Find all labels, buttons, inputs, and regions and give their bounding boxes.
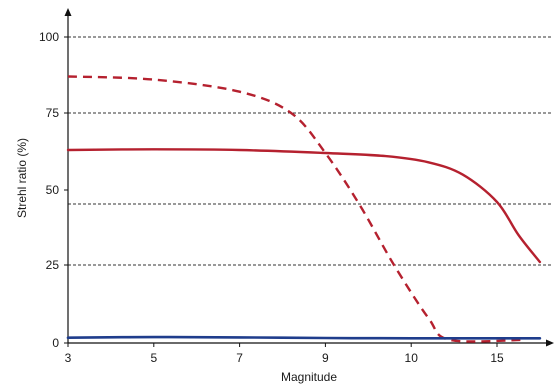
series-blue-line <box>66 335 542 340</box>
y-tick-label: 25 <box>46 258 60 272</box>
x-tick-label: 7 <box>236 351 243 365</box>
y-tick-label: 75 <box>46 106 60 120</box>
series-lines <box>66 75 542 343</box>
tick-labels: 3 5 7 9 10 15 0 25 50 75 100 <box>39 30 504 365</box>
x-tick-label: 9 <box>322 351 329 365</box>
x-tick-label: 15 <box>490 351 504 365</box>
x-axis-arrow <box>546 339 554 347</box>
y-tick-label: 0 <box>52 336 59 350</box>
axes <box>64 8 554 347</box>
x-tick-label: 3 <box>65 351 72 365</box>
y-axis-arrow <box>64 8 72 16</box>
x-tick-label: 10 <box>405 351 419 365</box>
x-axis-label: Magnitude <box>281 370 337 384</box>
grid-lines <box>68 36 552 266</box>
y-tick-label: 100 <box>39 30 59 44</box>
y-axis-label: Strehl ratio (%) <box>15 138 29 218</box>
series-red-solid-line <box>66 148 542 264</box>
x-tick-label: 5 <box>150 351 157 365</box>
series-red-dashed-line <box>67 75 523 343</box>
y-tick-label: 50 <box>46 183 60 197</box>
